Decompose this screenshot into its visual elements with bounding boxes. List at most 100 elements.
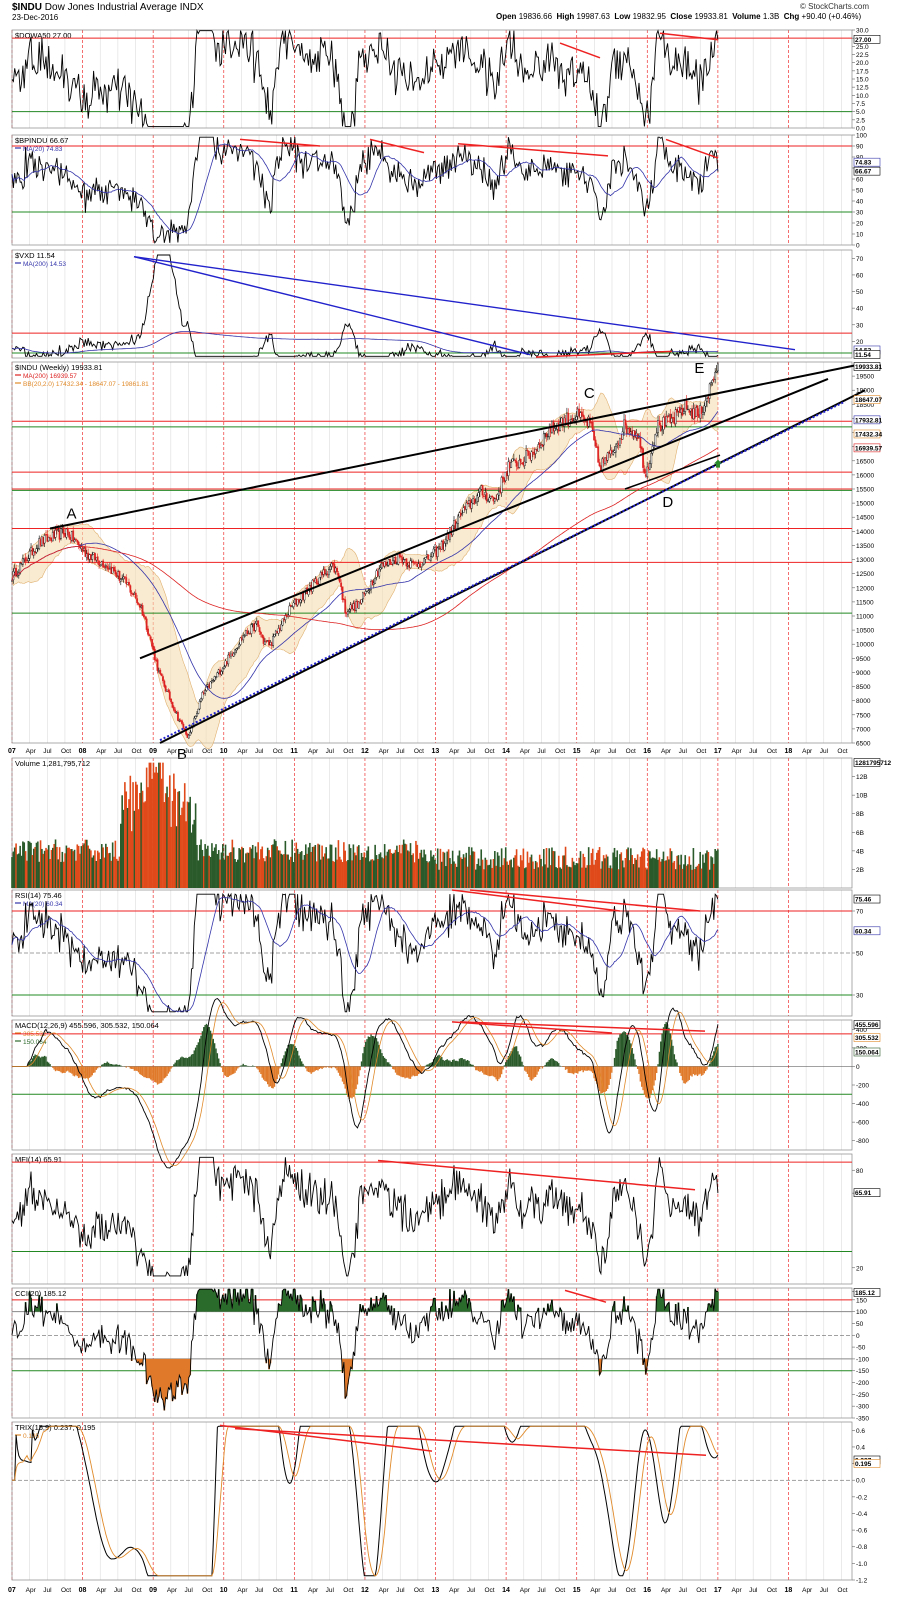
histogram-bar xyxy=(257,1066,259,1070)
histogram-bar xyxy=(61,1066,64,1074)
volume-bar xyxy=(583,856,586,888)
histogram-bar xyxy=(192,1054,194,1067)
histogram-bar xyxy=(171,1066,174,1068)
histogram-bar xyxy=(57,1066,59,1071)
candle-body xyxy=(688,410,691,413)
candle-body xyxy=(420,566,423,568)
last-value-text: 16939.57 xyxy=(855,445,882,452)
cci-fill-down xyxy=(646,1358,649,1366)
candle-body xyxy=(344,599,347,614)
cci-fill-up xyxy=(202,1289,205,1312)
volume-bar xyxy=(632,864,635,888)
cci-fill-up xyxy=(281,1290,284,1312)
volume-bar xyxy=(503,858,506,888)
volume-bar xyxy=(571,857,574,888)
volume-bar xyxy=(379,852,382,888)
volume-bar xyxy=(353,852,356,888)
volume-bar xyxy=(453,861,455,888)
volume-bar xyxy=(288,859,291,888)
volume-bar xyxy=(666,856,669,888)
histogram-bar xyxy=(35,1055,38,1067)
histogram-bar xyxy=(381,1053,383,1067)
volume-bar xyxy=(296,848,299,888)
histogram-bar xyxy=(91,1066,93,1076)
y-tick-label: 14500 xyxy=(856,515,874,522)
last-value-label: 65.91 xyxy=(853,1188,881,1197)
histogram-bar xyxy=(43,1055,46,1067)
histogram-bar xyxy=(87,1066,89,1080)
histogram-bar xyxy=(620,1033,623,1067)
x-tick-label: Oct xyxy=(555,1587,565,1594)
candle-body xyxy=(700,406,703,414)
volume-bar xyxy=(148,762,151,888)
y-tick-label: 16500 xyxy=(856,458,874,465)
histogram-bar xyxy=(613,1057,616,1067)
histogram-bar xyxy=(661,1033,663,1067)
volume-bar xyxy=(647,850,650,888)
histogram-bar xyxy=(99,1066,102,1068)
histogram-bar xyxy=(347,1066,349,1097)
candle-body xyxy=(624,419,627,426)
x-tick-label: Apr xyxy=(26,1587,37,1594)
volume-bar xyxy=(140,782,143,888)
last-value-label: 1281795712 xyxy=(853,758,892,767)
histogram-bar xyxy=(702,1066,704,1075)
volume-bar xyxy=(141,790,144,888)
x-tick-label: Apr xyxy=(26,748,37,755)
histogram-bar xyxy=(615,1049,617,1067)
histogram-bar xyxy=(31,1058,34,1067)
candle-body xyxy=(128,581,130,586)
histogram-bar xyxy=(328,1066,330,1068)
x-tick-label: Jul xyxy=(43,748,52,755)
volume-bar xyxy=(491,867,493,888)
volume-bar xyxy=(680,854,682,888)
volume-bar xyxy=(693,869,696,888)
histogram-bar xyxy=(518,1054,521,1067)
histogram-bar xyxy=(302,1063,304,1067)
volume-bar xyxy=(19,845,21,888)
volume-bar xyxy=(474,869,477,888)
candle-body xyxy=(714,371,717,380)
histogram-bar xyxy=(268,1066,270,1087)
histogram-bar xyxy=(220,1066,223,1068)
x-tick-label: Oct xyxy=(696,748,706,755)
histogram-bar xyxy=(216,1053,219,1067)
y-tick-label: -0.4 xyxy=(856,1511,868,1518)
volume-bar xyxy=(77,845,80,888)
volume-bar xyxy=(590,853,593,888)
histogram-bar xyxy=(313,1066,315,1072)
volume-bar xyxy=(209,856,212,888)
y-tick-label: 0.0 xyxy=(856,126,865,133)
cci-fill-up xyxy=(314,1301,317,1312)
x-tick-label: Jul xyxy=(608,748,617,755)
histogram-bar xyxy=(298,1055,300,1067)
y-tick-label: 50 xyxy=(856,188,864,195)
histogram-bar xyxy=(155,1066,157,1083)
histogram-bar xyxy=(680,1066,682,1076)
volume-bar xyxy=(713,863,715,888)
volume-bar xyxy=(92,855,95,888)
indicator-line xyxy=(11,28,719,129)
candle-body xyxy=(280,624,283,631)
candle-body xyxy=(702,412,704,415)
volume-bar xyxy=(283,854,285,888)
cci-fill-up xyxy=(432,1298,435,1312)
candle-body xyxy=(113,566,115,572)
candle-body xyxy=(257,620,260,627)
histogram-bar xyxy=(113,1064,115,1067)
volume-bar xyxy=(318,844,321,888)
volume-bar xyxy=(615,857,617,888)
candle-body xyxy=(706,398,708,402)
volume-bar xyxy=(329,844,332,888)
candle-body xyxy=(77,541,80,546)
volume-bar xyxy=(499,866,502,888)
histogram-bar xyxy=(616,1040,618,1067)
volume-bar xyxy=(216,853,219,888)
cci-fill-up xyxy=(28,1291,31,1312)
volume-bar xyxy=(71,849,73,888)
histogram-bar xyxy=(631,1048,633,1067)
volume-bar xyxy=(197,860,200,888)
candle-body xyxy=(391,559,394,565)
x-tick-label: Oct xyxy=(696,1587,706,1594)
x-tick-label: Jul xyxy=(537,1587,546,1594)
